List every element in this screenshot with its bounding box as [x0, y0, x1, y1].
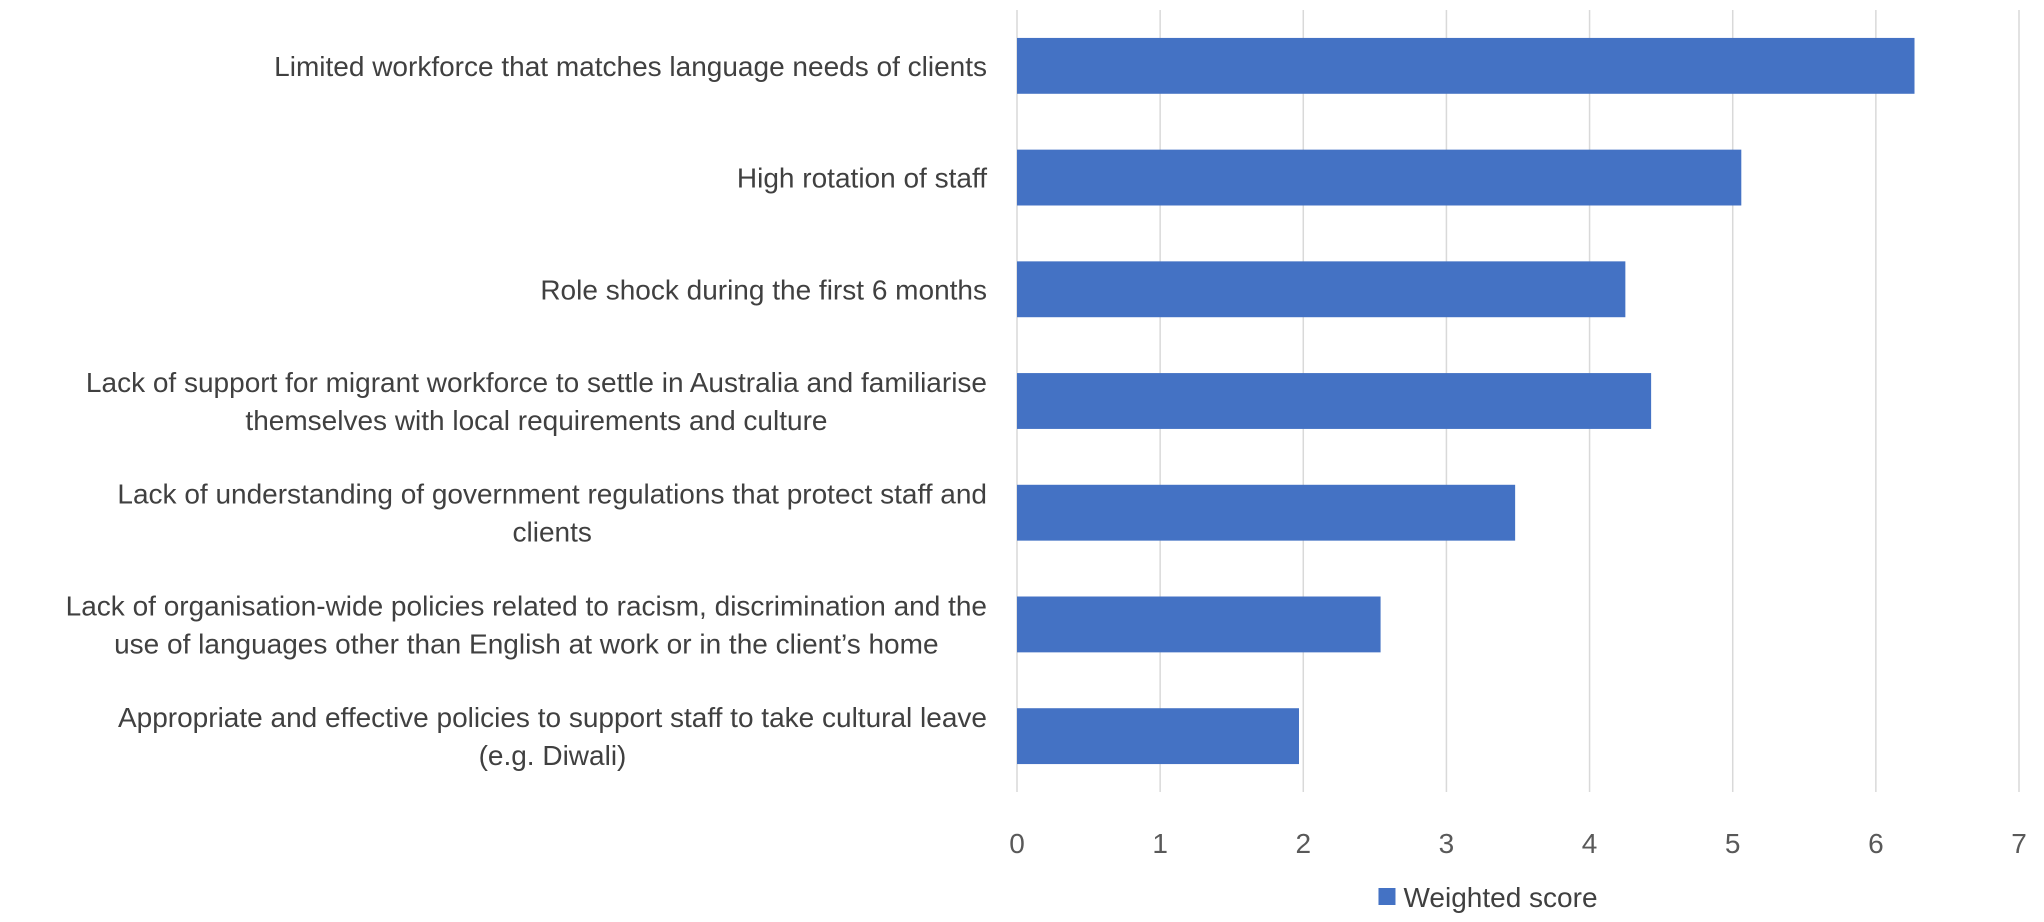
category-label: Lack of understanding of government regu… — [117, 479, 987, 548]
category-label-line: Limited workforce that matches language … — [274, 51, 987, 82]
legend-label: Weighted score — [1403, 882, 1597, 913]
bar — [1017, 261, 1626, 318]
category-label: Limited workforce that matches language … — [274, 51, 987, 82]
category-label-line: Role shock during the first 6 months — [540, 274, 987, 305]
x-tick-label: 7 — [2011, 828, 2027, 859]
category-label: Lack of support for migrant workforce to… — [86, 367, 987, 436]
x-tick-label: 1 — [1152, 828, 1168, 859]
legend-swatch — [1378, 888, 1396, 905]
bar — [1017, 484, 1516, 541]
legend: Weighted score — [1378, 882, 1598, 913]
category-label-line: Appropriate and effective policies to su… — [118, 702, 987, 733]
category-label: Appropriate and effective policies to su… — [118, 702, 987, 771]
bar — [1017, 149, 1742, 206]
category-label-line: Lack of understanding of government regu… — [117, 479, 987, 510]
category-label: Role shock during the first 6 months — [540, 274, 987, 305]
category-labels: Limited workforce that matches language … — [66, 51, 988, 771]
x-axis-ticks: 0 1 2 3 4 5 6 7 — [1009, 828, 2027, 859]
category-label-line: (e.g. Diwali) — [479, 740, 627, 771]
x-tick-label: 2 — [1295, 828, 1311, 859]
bar — [1017, 373, 1652, 429]
category-label: High rotation of staff — [737, 163, 987, 194]
bar — [1017, 708, 1299, 765]
bar — [1017, 37, 1915, 94]
x-tick-label: 0 — [1009, 828, 1025, 859]
bars — [1017, 37, 1915, 765]
category-label-line: clients — [513, 517, 592, 548]
category-label-line: High rotation of staff — [737, 163, 987, 194]
x-tick-label: 6 — [1868, 828, 1884, 859]
x-tick-label: 4 — [1582, 828, 1598, 859]
x-tick-label: 5 — [1725, 828, 1741, 859]
category-label-line: Lack of organisation-wide policies relat… — [66, 590, 987, 621]
bar — [1017, 596, 1381, 653]
category-label-line: Lack of support for migrant workforce to… — [86, 367, 987, 398]
category-label: Lack of organisation-wide policies relat… — [66, 590, 987, 659]
x-tick-label: 3 — [1439, 828, 1455, 859]
category-label-line: themselves with local requirements and c… — [245, 405, 827, 436]
category-label-line: use of languages other than English at w… — [114, 628, 938, 659]
